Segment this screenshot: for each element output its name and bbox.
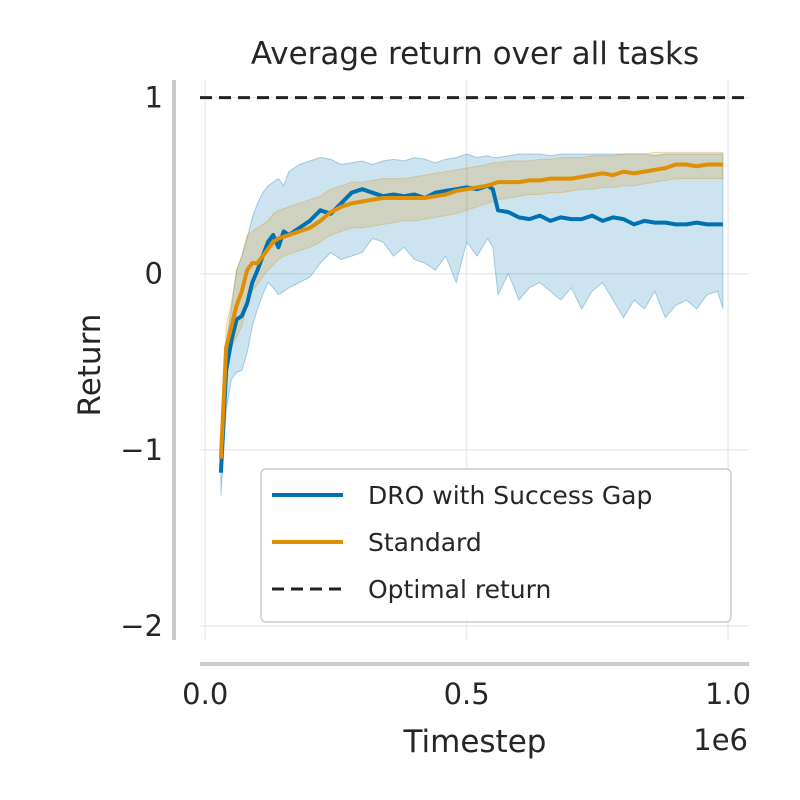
legend-label-optimal: Optimal return	[368, 575, 551, 604]
y-tick-label-2: −1	[120, 433, 163, 467]
band-standard	[220, 151, 724, 468]
series-lines	[200, 96, 749, 473]
legend-label-standard: Standard	[368, 528, 482, 557]
line-dro-with-success-gap	[218, 183, 723, 473]
y-axis-label: Return	[72, 314, 108, 417]
x-axis-label: Timestep	[403, 724, 547, 760]
legend-frame	[260, 468, 732, 623]
y-tick-labels: 1 0 −1 −2	[120, 81, 163, 643]
y-tick-label-1: 0	[145, 257, 163, 291]
y-tick-label-0: 1	[145, 81, 163, 115]
x-tick-label-1: 0.5	[444, 677, 490, 711]
x-tick-label-0: 0.0	[182, 677, 228, 711]
grid	[200, 80, 749, 640]
confidence-bands	[220, 151, 724, 496]
y-tick-label-3: −2	[120, 609, 163, 643]
x-tick-labels: 0.0 0.5 1.0	[182, 677, 751, 711]
band-dro-with-success-gap	[220, 153, 724, 496]
legend: DRO with Success Gap Standard Optimal re…	[260, 468, 732, 623]
legend-label-dro: DRO with Success Gap	[368, 481, 652, 510]
line-standard	[218, 162, 723, 459]
x-tick-label-2: 1.0	[705, 677, 751, 711]
x-axis-offset-label: 1e6	[693, 723, 748, 757]
chart-title: Average return over all tasks	[251, 36, 699, 72]
